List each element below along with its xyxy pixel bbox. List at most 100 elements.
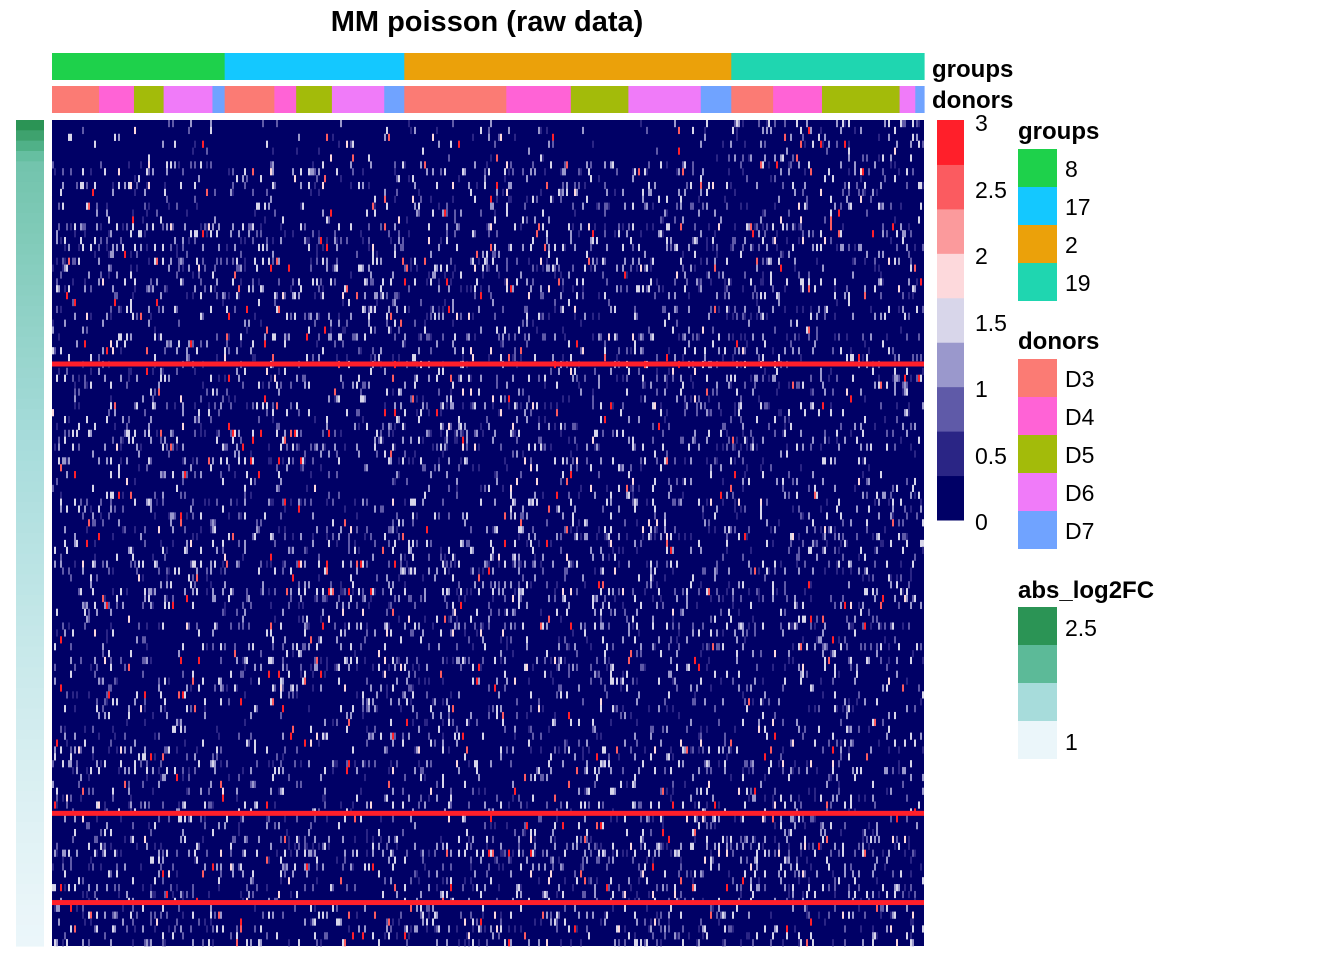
- heatmap-cell: [270, 560, 272, 568]
- heatmap-cell: [374, 436, 376, 444]
- heatmap-cell: [442, 333, 444, 341]
- heatmap-cell: [672, 622, 674, 630]
- heatmap-cell: [238, 457, 240, 465]
- heatmap-cell: [120, 443, 122, 451]
- heatmap-cell: [798, 615, 800, 623]
- heatmap-cell: [68, 415, 70, 424]
- row-annotation-cell: [16, 718, 44, 730]
- heatmap-cell: [744, 533, 746, 541]
- heatmap-cell: [774, 237, 776, 245]
- heatmap-cell: [750, 154, 752, 162]
- heatmap-cell: [722, 643, 724, 651]
- heatmap-cell: [98, 367, 100, 375]
- heatmap-cell: [860, 168, 862, 176]
- heatmap-cell: [206, 574, 208, 582]
- heatmap-cell: [570, 622, 572, 630]
- heatmap-cell: [702, 505, 704, 513]
- heatmap-cell: [806, 670, 808, 678]
- heatmap-cell: [130, 230, 132, 238]
- heatmap-cell: [56, 278, 58, 286]
- heatmap-cell: [840, 422, 842, 431]
- heatmap-cell: [854, 677, 856, 685]
- heatmap-cell: [74, 381, 76, 389]
- heatmap-cell: [492, 402, 494, 410]
- heatmap-cell: [108, 264, 110, 272]
- heatmap-cell: [162, 257, 164, 265]
- heatmap-cell: [442, 656, 444, 665]
- heatmap-cell: [70, 670, 72, 678]
- heatmap-cell: [318, 230, 320, 238]
- heatmap-cell: [74, 230, 76, 238]
- heatmap-cell: [542, 491, 544, 499]
- heatmap-cell: [78, 243, 80, 252]
- heatmap-cell: [348, 533, 350, 541]
- heatmap-cell: [58, 443, 60, 451]
- heatmap-cell: [492, 553, 494, 561]
- heatmap-cell: [112, 491, 114, 499]
- heatmap-cell: [472, 464, 474, 472]
- heatmap-cell: [778, 195, 780, 203]
- heatmap-cell: [638, 285, 640, 293]
- heatmap-cell: [232, 588, 234, 596]
- heatmap-cell: [570, 237, 572, 245]
- heatmap-cell: [552, 560, 554, 568]
- heatmap-cell: [576, 292, 578, 300]
- heatmap-cell: [462, 388, 464, 396]
- heatmap-cell: [868, 505, 870, 513]
- heatmap-cell: [698, 663, 700, 671]
- heatmap-cell: [102, 347, 104, 355]
- heatmap-cell: [866, 250, 868, 258]
- heatmap-cell: [560, 656, 562, 665]
- heatmap-cell: [54, 663, 56, 671]
- heatmap-cell: [866, 588, 868, 596]
- heatmap-cell: [288, 333, 290, 341]
- heatmap-cell: [692, 574, 694, 582]
- heatmap-cell: [210, 526, 212, 534]
- heatmap-cell: [208, 409, 210, 417]
- heatmap-cell: [166, 574, 168, 582]
- heatmap-cell: [840, 347, 842, 355]
- heatmap-cell: [480, 484, 482, 492]
- heatmap-cell: [402, 567, 404, 575]
- heatmap-cell: [858, 601, 860, 610]
- heatmap-cell: [802, 230, 804, 238]
- heatmap-cell: [68, 133, 70, 141]
- heatmap-cell: [224, 292, 226, 300]
- heatmap-cell: [836, 436, 838, 444]
- heatmap-cell: [284, 230, 286, 238]
- heatmap-cell: [816, 326, 818, 334]
- heatmap-cell: [102, 319, 104, 327]
- heatmap-cell: [452, 298, 454, 307]
- heatmap-cell: [880, 181, 882, 190]
- heatmap-cell: [166, 402, 168, 410]
- heatmap-cell: [160, 216, 162, 224]
- row-annotation-cell: [16, 120, 44, 131]
- heatmap-cell: [244, 319, 246, 327]
- heatmap-cell: [424, 594, 426, 603]
- heatmap-cell: [456, 725, 458, 733]
- heatmap-cell: [350, 711, 352, 720]
- heatmap-cell: [398, 574, 400, 582]
- heatmap-cell: [314, 181, 316, 190]
- heatmap-cell: [908, 622, 910, 630]
- heatmap-cell: [592, 553, 594, 561]
- heatmap-cell: [374, 292, 376, 300]
- heatmap-cell: [848, 243, 850, 252]
- heatmap-cell: [584, 629, 586, 637]
- heatmap-cell: [452, 181, 454, 190]
- heatmap-cell: [830, 195, 832, 203]
- heatmap-cell: [608, 601, 610, 610]
- donors-segment-d4-11: [506, 86, 572, 113]
- heatmap-cell: [380, 292, 382, 300]
- heatmap-cell: [774, 374, 776, 382]
- heatmap-cell: [500, 650, 502, 658]
- heatmap-cell: [150, 436, 152, 444]
- heatmap-cell: [234, 450, 236, 458]
- heatmap-cell: [514, 429, 516, 437]
- heatmap-cell: [318, 147, 320, 155]
- heatmap-cell: [454, 333, 456, 341]
- heatmap-cell: [448, 512, 450, 520]
- heatmap-cell: [160, 292, 162, 300]
- heatmap-cell: [364, 292, 366, 300]
- heatmap-cell: [644, 663, 646, 671]
